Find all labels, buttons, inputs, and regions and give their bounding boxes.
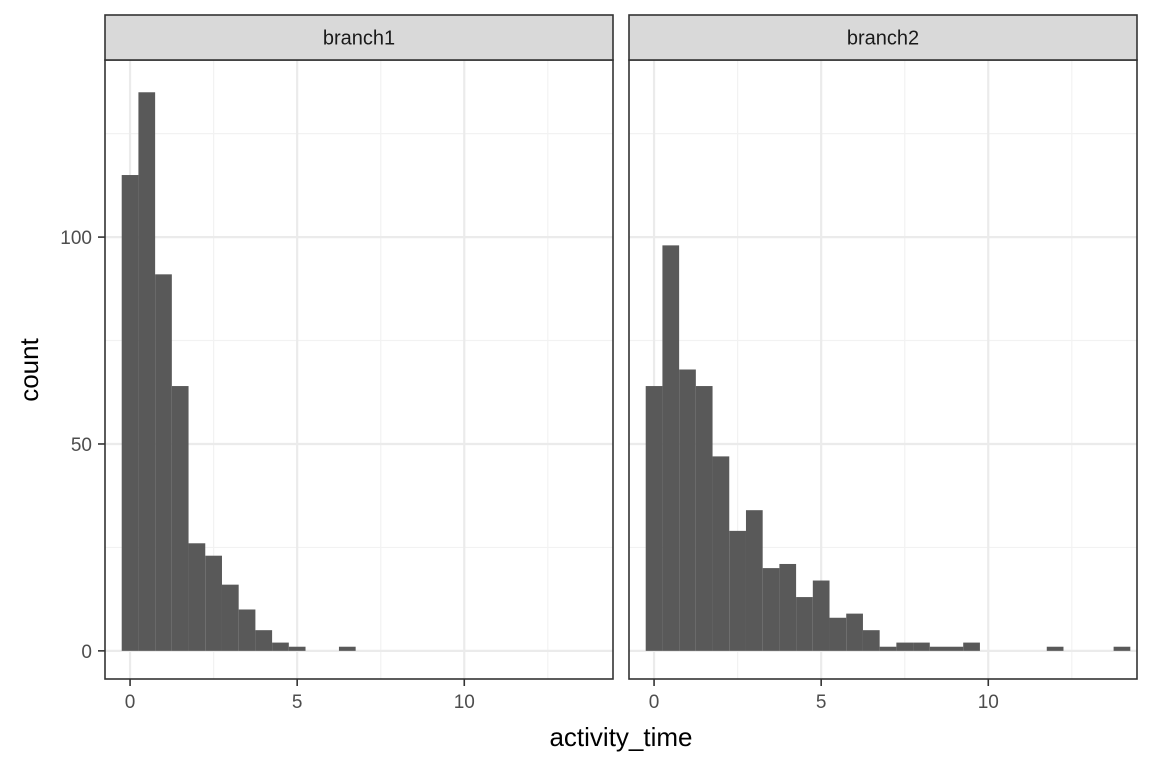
x-tick-label: 10 xyxy=(978,692,999,713)
histogram-bar xyxy=(796,597,813,651)
histogram-bar xyxy=(729,530,746,651)
histogram-bar xyxy=(695,386,713,651)
histogram-bar xyxy=(121,175,139,651)
histogram-bar xyxy=(205,555,222,651)
histogram-bar xyxy=(272,642,289,651)
histogram-bar xyxy=(255,630,273,651)
histogram-bar xyxy=(138,92,156,651)
histogram-bar xyxy=(812,580,830,651)
histogram-bar xyxy=(913,642,930,651)
histogram-bar xyxy=(829,617,847,651)
histogram-bar xyxy=(846,613,863,651)
histogram-bar xyxy=(879,646,897,651)
histogram-bar xyxy=(662,245,680,651)
histogram-bar xyxy=(712,456,730,651)
histogram-bar xyxy=(171,386,189,651)
facets-layer: branch1 0 5 10 branch2 0 5 10 xyxy=(104,14,1138,713)
facet-panel-branch1: branch1 0 5 10 xyxy=(104,14,614,713)
histogram-bar xyxy=(745,510,763,651)
facet-strip-label: branch2 xyxy=(847,28,919,50)
histogram-bar xyxy=(1113,646,1131,651)
x-axis-title: activity_time xyxy=(549,722,692,752)
histogram-bar xyxy=(221,584,239,651)
histogram-bar xyxy=(762,568,780,651)
y-tick-label: 50 xyxy=(71,435,92,456)
histogram-bar xyxy=(238,609,256,651)
facet-strip xyxy=(628,14,1138,61)
facet-strip-label: branch1 xyxy=(323,28,395,50)
x-tick-label: 0 xyxy=(649,692,660,713)
histogram-bar xyxy=(155,274,172,651)
facet-panel-branch2: branch2 0 5 10 xyxy=(628,14,1138,713)
y-axis-title: count xyxy=(14,337,44,401)
histogram-bar xyxy=(288,646,306,651)
histogram-bar xyxy=(963,642,980,651)
histogram-bar xyxy=(338,646,356,651)
histogram-bar xyxy=(946,646,964,651)
histogram-bar xyxy=(929,646,947,651)
x-tick-label: 5 xyxy=(292,692,303,713)
x-tick-label: 5 xyxy=(816,692,827,713)
x-tick-label: 10 xyxy=(454,692,475,713)
facet-strip xyxy=(104,14,614,61)
histogram-bar xyxy=(679,369,696,651)
x-tick-label: 0 xyxy=(125,692,136,713)
histogram-bar xyxy=(1046,646,1064,651)
histogram-bar xyxy=(779,563,797,651)
histogram-bar xyxy=(645,386,663,651)
histogram-bar xyxy=(896,642,914,651)
y-tick-label: 100 xyxy=(60,228,92,249)
histogram-bar xyxy=(862,630,880,651)
y-axis: 0 50 100 xyxy=(60,228,105,663)
histogram-bar xyxy=(188,543,206,651)
y-tick-label: 0 xyxy=(81,642,92,663)
